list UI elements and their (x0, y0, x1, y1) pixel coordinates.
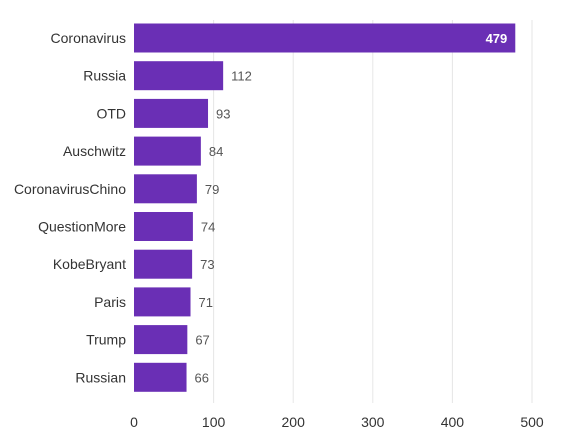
bar (134, 287, 191, 317)
bar (134, 362, 187, 392)
bar (134, 174, 197, 204)
category-label: Paris (94, 294, 126, 310)
data-label: 112 (231, 69, 252, 84)
x-tick-label: 400 (441, 414, 465, 430)
data-label: 79 (205, 182, 219, 197)
data-label: 73 (200, 257, 214, 272)
bar (134, 23, 516, 53)
x-tick-label: 300 (361, 414, 385, 430)
category-label: KobeBryant (53, 256, 126, 272)
bar-series (134, 23, 516, 392)
data-label: 67 (195, 333, 209, 348)
category-label: Russian (75, 369, 126, 385)
x-tick-label: 100 (202, 414, 226, 430)
bar (134, 98, 209, 128)
x-tick-label: 500 (520, 414, 544, 430)
category-label: QuestionMore (38, 219, 126, 235)
category-label: Russia (83, 68, 126, 84)
category-label: Auschwitz (63, 143, 126, 159)
data-label: 93 (216, 106, 230, 121)
data-label: 84 (209, 144, 223, 159)
category-labels: Coronavirus Russia OTD Auschwitz Coronavirus… (14, 30, 126, 385)
data-label: 66 (195, 370, 209, 385)
grid-lines (213, 20, 533, 403)
data-label: 71 (199, 295, 213, 310)
data-label: 74 (201, 220, 215, 235)
x-tick-label: 0 (130, 414, 138, 430)
bar (134, 249, 193, 279)
category-label: Coronavirus (51, 30, 126, 46)
bar (134, 212, 193, 241)
bar (134, 325, 188, 355)
bar (134, 61, 224, 91)
value-labels: 479 112 93 84 79 74 73 71 67 66 (195, 31, 508, 385)
data-label: 479 (486, 31, 508, 46)
category-label: OTD (96, 105, 126, 121)
x-tick-label: 200 (282, 414, 306, 430)
x-axis-ticks: 0 100 200 300 400 500 (130, 414, 544, 430)
category-label: CoronavirusChino (14, 181, 126, 197)
bar (134, 136, 201, 166)
category-label: Trump (86, 332, 126, 348)
